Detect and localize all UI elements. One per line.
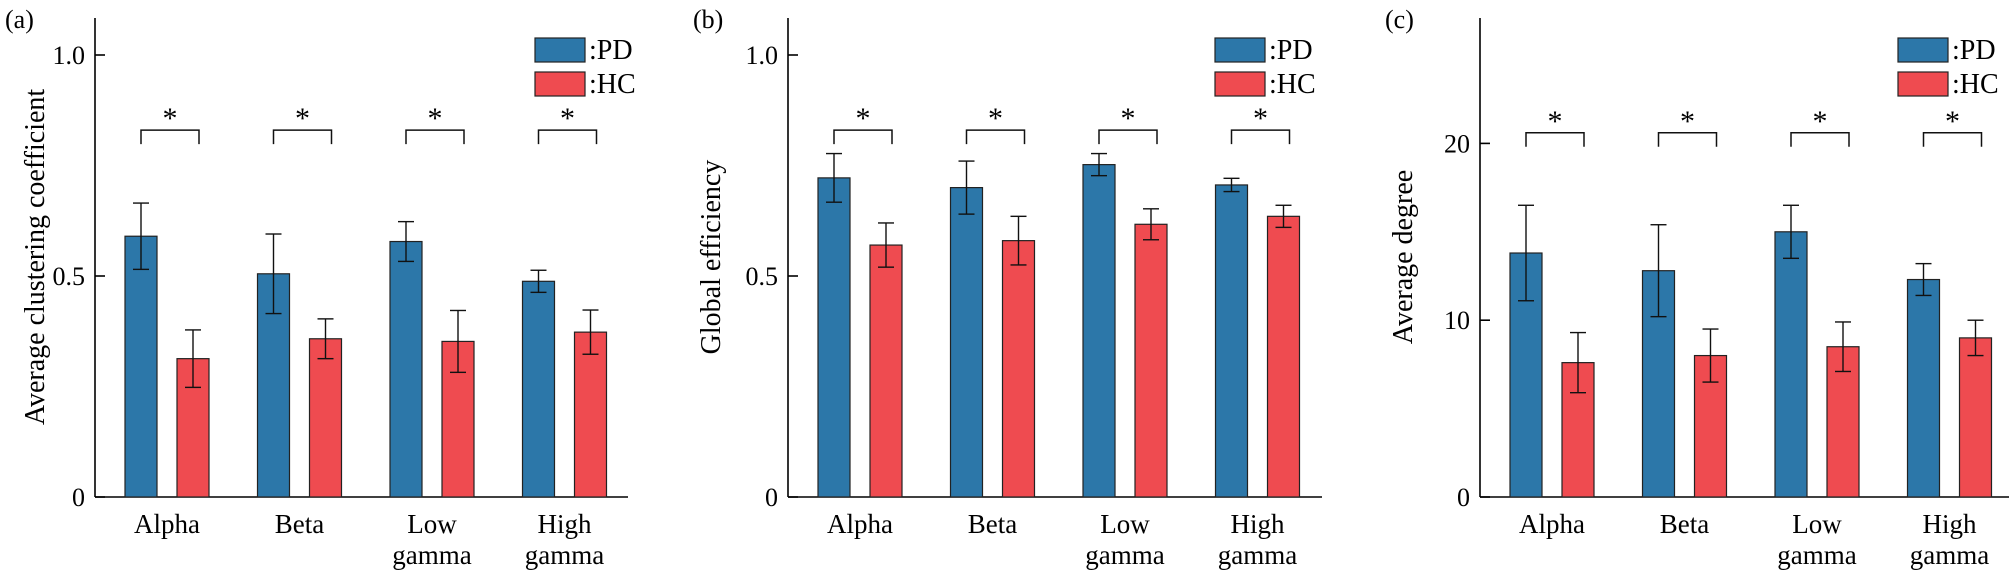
significance-bracket — [965, 129, 1026, 145]
significance-bracket — [1525, 132, 1585, 147]
significance-star: * — [295, 102, 310, 135]
legend-label: :PD — [1952, 35, 1996, 66]
legend-label: :PD — [589, 35, 633, 66]
significance-bracket — [1790, 132, 1850, 147]
y-tick-label: 10 — [1444, 306, 1470, 335]
x-category-label: gamma — [392, 540, 471, 570]
bar-hc — [1001, 240, 1036, 498]
significance-bracket — [272, 129, 333, 145]
legend-swatch — [1897, 37, 1949, 63]
significance-star: * — [1253, 102, 1268, 135]
x-category-label: Low — [1100, 509, 1150, 539]
significance-star: * — [560, 102, 575, 135]
legend-label: :HC — [1269, 69, 1316, 100]
y-tick-label: 0 — [765, 483, 778, 512]
significance-star: * — [1680, 105, 1695, 138]
y-tick-label: 1.0 — [53, 41, 86, 70]
bar-hc — [1266, 215, 1301, 498]
legend-swatch — [534, 37, 586, 63]
x-category-label: gamma — [1777, 540, 1856, 570]
x-category-label: Beta — [1660, 509, 1709, 539]
bar-pd — [1082, 164, 1116, 498]
bar-hc — [573, 331, 608, 498]
x-category-label: Beta — [275, 509, 324, 539]
x-category-label: gamma — [1085, 540, 1164, 570]
x-category-label: gamma — [1910, 540, 1989, 570]
significance-bracket — [1657, 132, 1718, 147]
chart-panel: (b) Global efficiency 0 0.5 1.0 Alpha * Beta * Lo… — [693, 5, 1322, 570]
bar-hc — [869, 244, 903, 498]
y-tick-label: 0.5 — [746, 262, 779, 291]
x-category-label: Low — [1792, 509, 1842, 539]
legend-swatch — [534, 71, 586, 97]
significance-bracket — [833, 129, 893, 145]
x-category-label: High — [1923, 509, 1978, 539]
significance-star: * — [163, 102, 178, 135]
legend-label: :HC — [1952, 69, 1999, 100]
significance-star: * — [1813, 105, 1828, 138]
significance-bracket — [140, 129, 200, 145]
x-category-label: Beta — [968, 509, 1017, 539]
significance-bracket — [405, 129, 465, 145]
bar-pd — [1214, 184, 1249, 498]
x-category-label: Alpha — [1519, 509, 1585, 539]
bar-pd — [949, 187, 984, 498]
panel-label: (a) — [5, 5, 34, 34]
x-category-label: High — [538, 509, 593, 539]
bar-hc — [308, 338, 343, 498]
y-tick-label: 20 — [1444, 129, 1470, 158]
legend-swatch — [1214, 71, 1266, 97]
legend-label: :HC — [589, 69, 636, 100]
chart-panel: (c)Average degree01020Alpha*Beta*Lowgamm… — [1385, 5, 2009, 570]
x-category-label: High — [1231, 509, 1286, 539]
significance-star: * — [1121, 102, 1136, 135]
x-category-label: gamma — [1218, 540, 1297, 570]
chart-panel: (a) Average clustering coefficient 0 0.5 1.0… — [5, 5, 636, 570]
legend-swatch — [1214, 37, 1266, 63]
panel-label: (c) — [1385, 5, 1414, 34]
y-tick-label: 0.5 — [53, 262, 86, 291]
legend-swatch — [1897, 71, 1949, 97]
x-category-label: Alpha — [134, 509, 200, 539]
bar-pd — [817, 177, 851, 498]
x-category-label: Alpha — [827, 509, 893, 539]
y-axis-title: Average degree — [1388, 170, 1419, 344]
significance-bracket — [537, 129, 598, 145]
significance-bracket — [1098, 129, 1158, 145]
legend-label: :PD — [1269, 35, 1313, 66]
bar-pd — [389, 240, 423, 498]
significance-star: * — [856, 102, 871, 135]
y-axis-title: Global efficiency — [696, 160, 727, 355]
y-tick-label: 0 — [72, 483, 85, 512]
bar-pd — [1774, 231, 1808, 498]
significance-star: * — [1945, 105, 1960, 138]
significance-star: * — [988, 102, 1003, 135]
bar-hc — [1134, 223, 1168, 498]
bar-pd — [1906, 278, 1941, 498]
significance-star: * — [428, 102, 443, 135]
significance-bracket — [1922, 132, 1983, 147]
significance-bracket — [1230, 129, 1291, 145]
y-tick-label: 1.0 — [746, 41, 779, 70]
bar-pd — [521, 280, 556, 498]
panel-label: (b) — [693, 5, 723, 34]
significance-star: * — [1548, 105, 1563, 138]
bar-hc — [1561, 362, 1595, 498]
y-tick-label: 0 — [1457, 483, 1470, 512]
x-category-label: Low — [407, 509, 457, 539]
bar-hc — [1958, 337, 1993, 498]
x-category-label: gamma — [525, 540, 604, 570]
bar-pd — [124, 235, 158, 498]
y-axis-title: Average clustering coefficient — [20, 89, 51, 426]
